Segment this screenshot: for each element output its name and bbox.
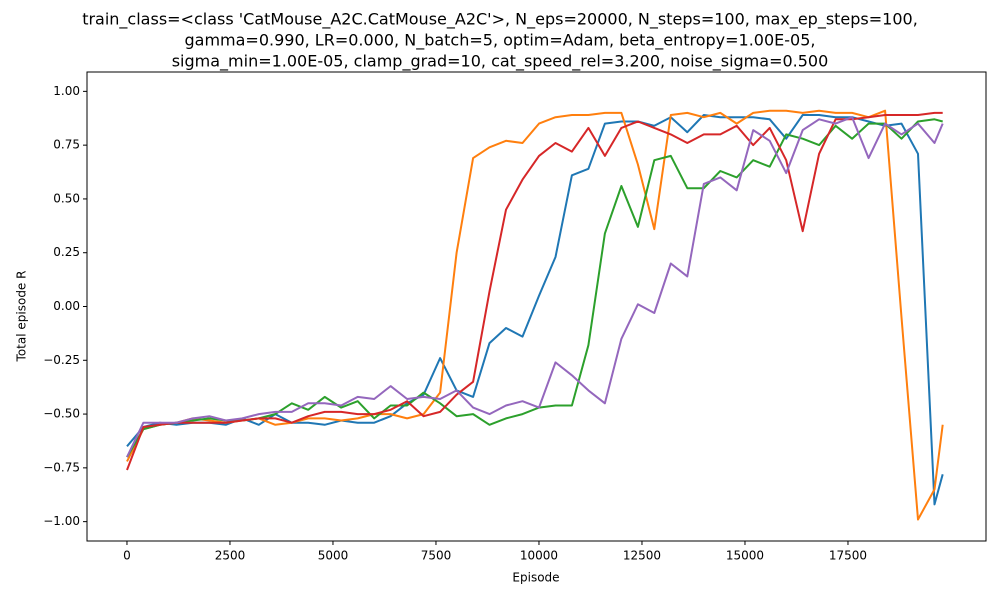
y-tick-label: 0.25 — [53, 245, 80, 259]
x-tick-label: 2500 — [215, 549, 246, 563]
x-axis-label: Episode — [512, 571, 559, 585]
y-tick-label: 0.50 — [53, 191, 80, 205]
y-tick-label: −1.00 — [43, 514, 80, 528]
chart-title: gamma=0.990, LR=0.000, N_batch=5, optim=… — [184, 31, 815, 51]
x-tick-label: 7500 — [421, 549, 452, 563]
y-axis-label: Total episode R — [15, 271, 29, 363]
y-tick-label: −0.75 — [43, 460, 80, 474]
chart-title: train_class=<class 'CatMouse_A2C.CatMous… — [82, 10, 918, 30]
chart-title: sigma_min=1.00E-05, clamp_grad=10, cat_s… — [172, 52, 829, 72]
series-line — [126, 116, 944, 458]
x-tick-label: 17500 — [829, 549, 867, 563]
y-tick-label: 0.00 — [53, 299, 80, 313]
series-line — [126, 109, 944, 521]
plot-frame — [86, 71, 987, 542]
x-tick-label: 12500 — [623, 549, 661, 563]
y-tick-label: −0.50 — [43, 407, 80, 421]
x-tick-label: 5000 — [318, 549, 349, 563]
x-tick-label: 0 — [123, 549, 131, 563]
y-tick-label: 1.00 — [53, 84, 80, 98]
series-line — [126, 114, 944, 506]
y-tick-label: −0.25 — [43, 353, 80, 367]
x-tick-label: 15000 — [726, 549, 764, 563]
series-line — [126, 111, 943, 471]
x-tick-label: 10000 — [520, 549, 558, 563]
y-tick-label: 0.75 — [53, 138, 80, 152]
